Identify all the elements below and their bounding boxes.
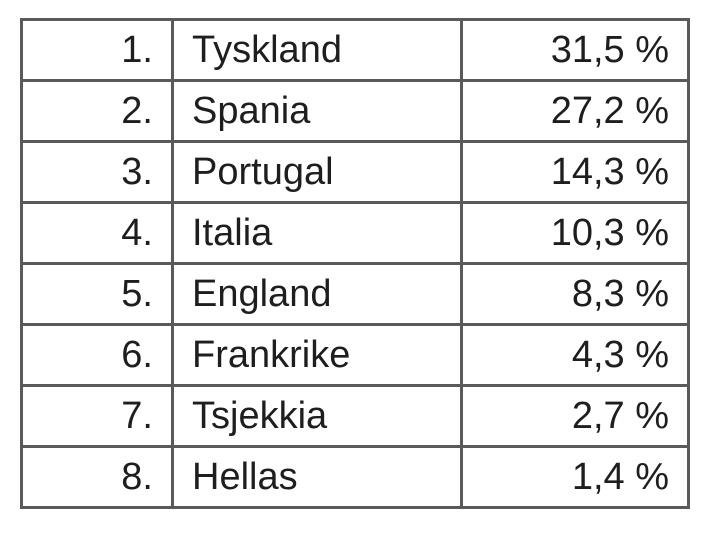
- country-cell: England: [171, 262, 463, 326]
- table-row: 3. Portugal 14,3 %: [20, 140, 690, 204]
- rank-cell: 7.: [20, 384, 174, 448]
- table-row: 8. Hellas 1,4 %: [20, 445, 690, 509]
- rank-cell: 2.: [20, 79, 174, 143]
- country-cell: Italia: [171, 201, 463, 265]
- share-cell: 1,4 %: [460, 445, 690, 509]
- table-row: 1. Tyskland 31,5 %: [20, 18, 690, 82]
- rank-cell: 5.: [20, 262, 174, 326]
- share-cell: 2,7 %: [460, 384, 690, 448]
- table-row: 6. Frankrike 4,3 %: [20, 323, 690, 387]
- share-cell: 4,3 %: [460, 323, 690, 387]
- country-cell: Tyskland: [171, 18, 463, 82]
- share-cell: 8,3 %: [460, 262, 690, 326]
- ranking-table: 1. Tyskland 31,5 % 2. Spania 27,2 % 3. Portugal…: [20, 18, 690, 509]
- table-row: 4. Italia 10,3 %: [20, 201, 690, 265]
- country-cell: Tsjekkia: [171, 384, 463, 448]
- rank-cell: 3.: [20, 140, 174, 204]
- share-cell: 27,2 %: [460, 79, 690, 143]
- table-row: 7. Tsjekkia 2,7 %: [20, 384, 690, 448]
- rank-cell: 6.: [20, 323, 174, 387]
- rank-cell: 4.: [20, 201, 174, 265]
- share-cell: 14,3 %: [460, 140, 690, 204]
- share-cell: 31,5 %: [460, 18, 690, 82]
- share-cell: 10,3 %: [460, 201, 690, 265]
- country-cell: Portugal: [171, 140, 463, 204]
- country-cell: Hellas: [171, 445, 463, 509]
- country-cell: Spania: [171, 79, 463, 143]
- rank-cell: 1.: [20, 18, 174, 82]
- table-row: 2. Spania 27,2 %: [20, 79, 690, 143]
- table-row: 5. England 8,3 %: [20, 262, 690, 326]
- country-cell: Frankrike: [171, 323, 463, 387]
- rank-cell: 8.: [20, 445, 174, 509]
